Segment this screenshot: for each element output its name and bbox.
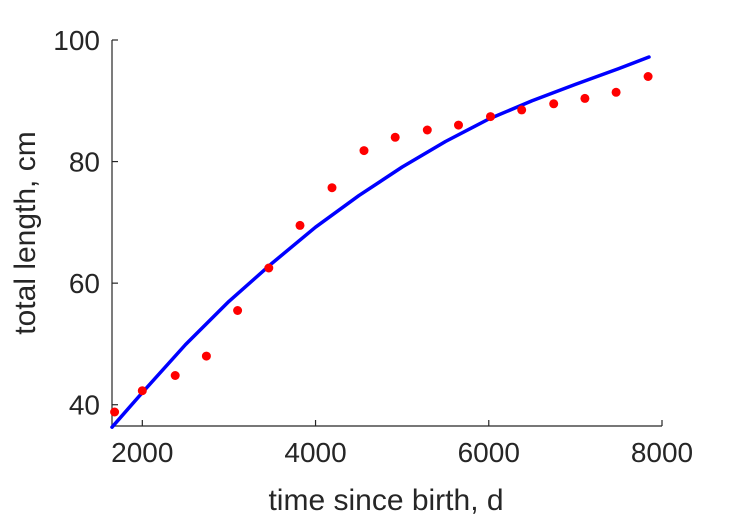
data-point <box>201 351 211 361</box>
data-point <box>422 125 432 135</box>
series-layer <box>110 55 653 429</box>
x-tick-label: 2000 <box>111 437 173 468</box>
x-axis-label: time since birth, d <box>268 484 503 517</box>
fit-curve-line <box>110 55 651 429</box>
data-point <box>233 306 243 315</box>
data-point <box>137 386 147 396</box>
data-point <box>580 93 590 103</box>
x-tick-label: 4000 <box>284 437 346 468</box>
y-axis-label: total length, cm <box>9 131 42 334</box>
y-tick-label: 100 <box>53 25 100 56</box>
data-point <box>264 263 274 273</box>
data-point <box>454 120 463 130</box>
x-tick-label: 6000 <box>458 437 520 468</box>
y-tick-label: 60 <box>69 268 100 299</box>
ticks: 2000 4000 6000 8000 40 60 80 100 <box>53 25 693 468</box>
data-point <box>611 87 621 97</box>
data-point <box>517 105 527 115</box>
data-point <box>327 183 337 193</box>
data-point <box>110 407 120 417</box>
data-point <box>390 132 400 142</box>
data-point <box>295 220 305 230</box>
x-tick-label: 8000 <box>631 437 693 468</box>
axes <box>111 40 662 427</box>
data-point <box>643 72 653 81</box>
data-point <box>170 371 180 380</box>
data-point <box>359 146 369 156</box>
data-point <box>486 112 495 122</box>
y-tick-label: 80 <box>69 147 100 178</box>
data-point <box>549 99 559 109</box>
y-tick-label: 40 <box>69 390 100 421</box>
